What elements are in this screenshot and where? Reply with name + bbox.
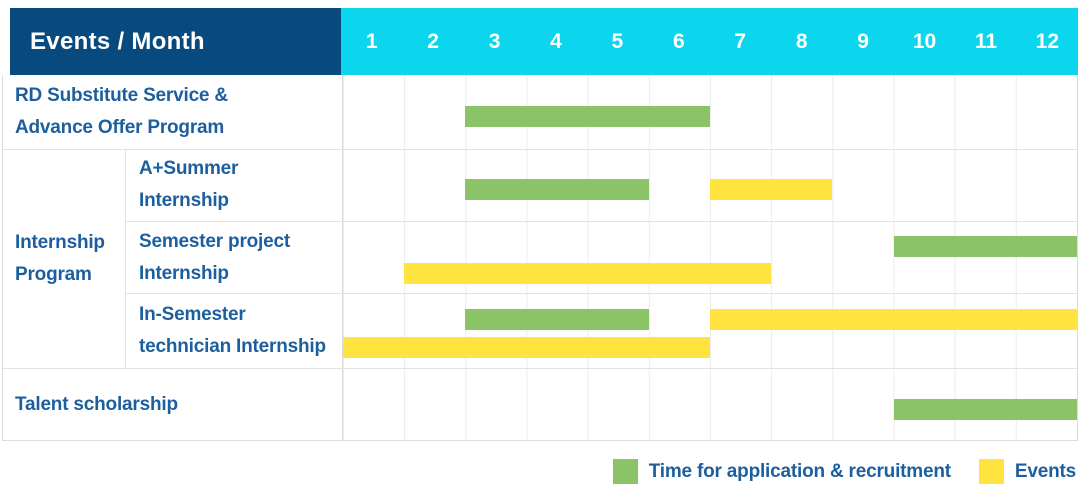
row-in-semester-technician-internship: In-Semester technician Internship: [126, 293, 1077, 368]
month-header-5: 5: [611, 29, 624, 53]
month-header-6: 6: [672, 29, 685, 53]
event-bar: [710, 309, 1077, 330]
month-header-12: 12: [1035, 29, 1060, 53]
row-label-line: Internship: [139, 262, 229, 284]
row-label-talent-scholarship: Talent scholarship: [3, 369, 342, 441]
row-rd-substitute-service: RD Substitute Service & Advance Offer Pr…: [3, 75, 1077, 149]
row-label-in-semester-technician-internship: In-Semester technician Internship: [126, 294, 342, 368]
row-label-rd-substitute-service: RD Substitute Service & Advance Offer Pr…: [3, 75, 342, 149]
application-recruitment-bar: [465, 179, 649, 201]
row-label-line: technician Internship: [139, 336, 326, 358]
header-events-month-cell: Events / Month: [10, 8, 341, 75]
row-chart-area-a-plus-summer-internship: [342, 150, 1077, 221]
legend-label-application-recruitment: Time for application & recruitment: [648, 460, 951, 482]
row-label-line: Semester project: [139, 230, 290, 252]
row-label-line: RD Substitute Service &: [15, 85, 228, 106]
event-bar: [343, 337, 710, 359]
row-label-line: Advance Offer Program: [15, 117, 225, 138]
month-header-10: 10: [912, 29, 937, 53]
row-a-plus-summer-internship: A+Summer Internship: [126, 150, 1077, 221]
month-header-7: 7: [734, 29, 747, 53]
month-header-11: 11: [974, 29, 998, 53]
row-chart-area-semester-project-internship: [342, 221, 1077, 294]
row-chart-area-talent-scholarship: [342, 369, 1077, 441]
row-label-line: Talent scholarship: [15, 394, 178, 415]
legend: Time for application & recruitment Event…: [612, 459, 1076, 484]
month-header-1: 1: [365, 29, 378, 53]
row-chart-area-in-semester-technician-internship: [342, 294, 1077, 368]
month-header-2: 2: [427, 29, 439, 53]
row-label-line: In-Semester: [139, 304, 246, 326]
row-label-line: A+Summer: [139, 158, 239, 180]
group-label-line: Internship: [15, 232, 105, 253]
event-bar: [404, 263, 772, 284]
application-recruitment-bar: [893, 235, 1077, 257]
month-header-4: 4: [550, 29, 562, 53]
month-header-3: 3: [488, 29, 501, 53]
legend-swatch-application-recruitment: [612, 459, 638, 484]
group-label-line: Program: [15, 264, 92, 285]
application-recruitment-bar: [465, 309, 649, 330]
row-label-a-plus-summer-internship: A+Summer Internship: [126, 150, 342, 221]
event-bar: [710, 179, 833, 201]
group-label-internship-program: Internship Program: [3, 150, 126, 368]
internship-program-group: Internship Program A+Summer Internship S…: [3, 149, 1077, 368]
row-label-semester-project-internship: Semester project Internship: [126, 222, 342, 294]
application-recruitment-bar: [893, 398, 1077, 420]
header-title: Events / Month: [30, 27, 205, 55]
month-header-8: 8: [795, 29, 808, 53]
row-talent-scholarship: Talent scholarship: [3, 368, 1077, 441]
legend-label-events: Events: [1014, 460, 1076, 482]
application-recruitment-bar: [465, 105, 710, 127]
row-label-line: Internship: [139, 190, 229, 212]
internship-program-subrows: A+Summer Internship Semester project Int…: [126, 150, 1077, 368]
legend-swatch-events: [978, 459, 1004, 484]
gantt-body: RD Substitute Service & Advance Offer Pr…: [2, 75, 1078, 441]
row-chart-area-rd-substitute-service: [342, 75, 1077, 149]
header-month-row: 1 2 3 4 5 6 7 8 9 10 11 12: [341, 8, 1078, 75]
month-header-9: 9: [857, 29, 869, 53]
row-semester-project-internship: Semester project Internship: [126, 220, 1077, 294]
